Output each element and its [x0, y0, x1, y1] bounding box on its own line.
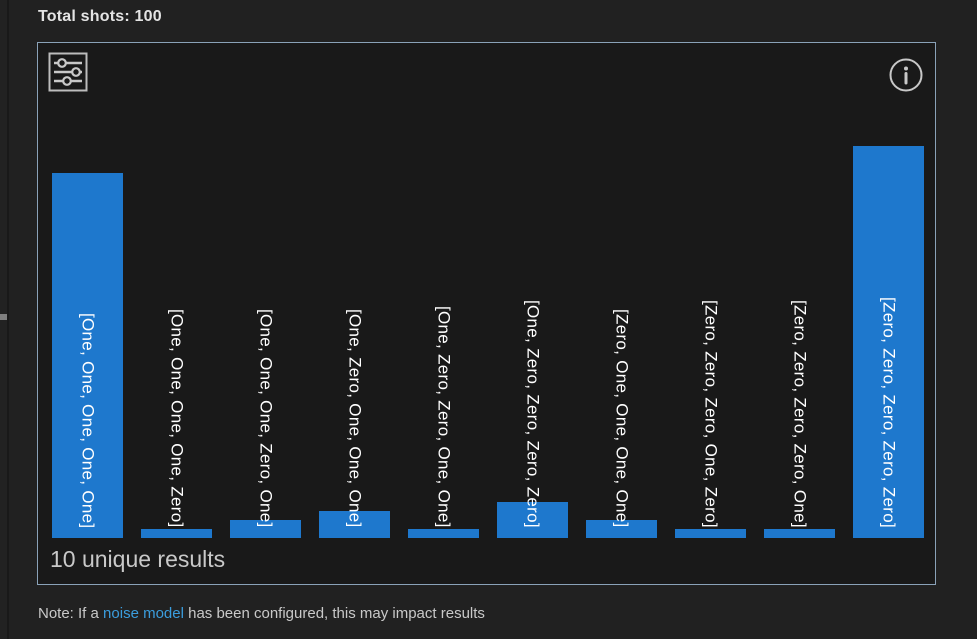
- sliders-icon: [48, 52, 88, 96]
- bar-label: [One, One, One, Zero, One]: [256, 309, 276, 528]
- bar[interactable]: [853, 146, 924, 538]
- scrollbar-thumb[interactable]: [0, 314, 7, 320]
- bar-label: [One, Zero, One, One, One]: [345, 309, 365, 528]
- bar[interactable]: [764, 529, 835, 538]
- bar[interactable]: [52, 173, 123, 538]
- noise-model-link[interactable]: noise model: [103, 605, 184, 622]
- bar-label: [One, Zero, Zero, Zero, Zero]: [523, 300, 543, 528]
- bar-label: [One, Zero, Zero, One, One]: [434, 306, 454, 528]
- bar-label: [Zero, Zero, Zero, Zero, One]: [790, 300, 810, 528]
- bar[interactable]: [586, 520, 657, 538]
- noise-model-note: Note: If a noise model has been configur…: [38, 605, 485, 622]
- bar-label: [Zero, One, One, One, One]: [612, 309, 632, 528]
- bar[interactable]: [675, 529, 746, 538]
- note-prefix: Note: If a: [38, 605, 104, 622]
- settings-button[interactable]: [48, 52, 88, 92]
- info-icon: [888, 58, 924, 97]
- unique-results-label: 10 unique results: [50, 546, 226, 572]
- info-button[interactable]: [888, 57, 924, 93]
- bar[interactable]: [319, 511, 390, 538]
- note-suffix: has been configured, this may impact res…: [183, 605, 485, 622]
- bar[interactable]: [408, 529, 479, 538]
- bar[interactable]: [497, 502, 568, 538]
- bar[interactable]: [230, 520, 301, 538]
- bar[interactable]: [141, 529, 212, 538]
- total-shots-label: Total shots: 100: [38, 8, 162, 25]
- bar-label: [Zero, Zero, Zero, One, Zero]: [701, 300, 721, 528]
- histogram-panel: [One, One, One, One, One] [One, One, One,…: [37, 42, 936, 585]
- bar-label: [One, One, One, One, Zero]: [167, 309, 187, 528]
